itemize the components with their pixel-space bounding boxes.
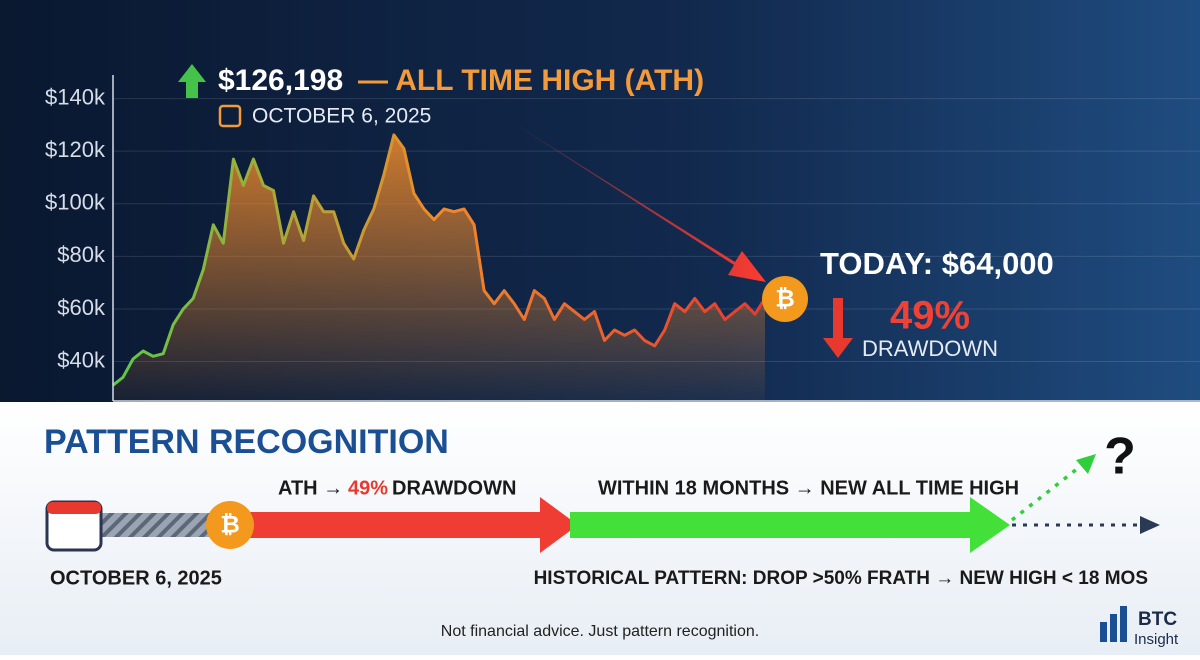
drawdown-value: 49%	[890, 294, 970, 338]
ath-price: $126,198	[218, 64, 343, 97]
price-line	[112, 133, 767, 387]
y-tick-label: $60k	[57, 295, 106, 320]
bitcoin-symbol-small: ₿	[220, 511, 240, 538]
step1-suffix: DRAWDOWN	[392, 477, 516, 499]
down-arrow	[823, 298, 853, 358]
ath-label: — ALL TIME HIGH (ATH)	[358, 64, 704, 97]
plot: $40k $60k $80k $100k $120k $140k	[45, 84, 1200, 401]
trend-arrow	[512, 122, 766, 282]
step1-value: 49%	[348, 477, 388, 499]
y-tick-label: $140k	[45, 84, 106, 109]
logo-top: BTC	[1138, 609, 1177, 630]
step2: WITHIN 18 MONTHS → NEW ALL TIME HIGH	[598, 477, 1019, 499]
question-mark: ?	[1104, 428, 1136, 486]
green-arrow	[570, 497, 1010, 553]
logo-bar	[1110, 614, 1117, 642]
today-label: TODAY: $64,000	[820, 246, 1054, 281]
y-tick-label: $80k	[57, 242, 106, 267]
calendar-icon	[218, 104, 242, 128]
up-arrow	[178, 64, 206, 98]
disclaimer: Not financial advice. Just pattern recog…	[441, 623, 759, 640]
history-note: HISTORICAL PATTERN: DROP >50% FRATH → NE…	[534, 568, 1148, 589]
bitcoin-coin-small	[206, 501, 254, 549]
section-title: PATTERN RECOGNITION	[44, 423, 449, 461]
bitcoin-coin	[762, 276, 808, 322]
drawdown-label: DRAWDOWN	[862, 336, 998, 361]
calendar-header	[47, 502, 101, 514]
dotted-arrowhead	[1140, 516, 1160, 534]
y-tick-label: $100k	[45, 190, 106, 215]
logo-bottom: Insight	[1134, 631, 1179, 648]
start-date: OCTOBER 6, 2025	[50, 567, 222, 589]
y-tick-label: $120k	[45, 137, 106, 162]
step1-prefix: ATH →	[278, 477, 343, 499]
green-dotted-arrowhead	[1076, 454, 1096, 474]
logo-bar	[1120, 606, 1127, 642]
striped-bar	[90, 513, 215, 537]
y-tick-label: $40k	[57, 347, 106, 372]
ath-date: OCTOBER 6, 2025	[252, 105, 431, 128]
bitcoin-symbol: ₿	[775, 285, 795, 312]
green-dotted-line	[1010, 463, 1084, 522]
logo-bar	[1100, 622, 1107, 642]
red-arrow	[235, 497, 578, 553]
